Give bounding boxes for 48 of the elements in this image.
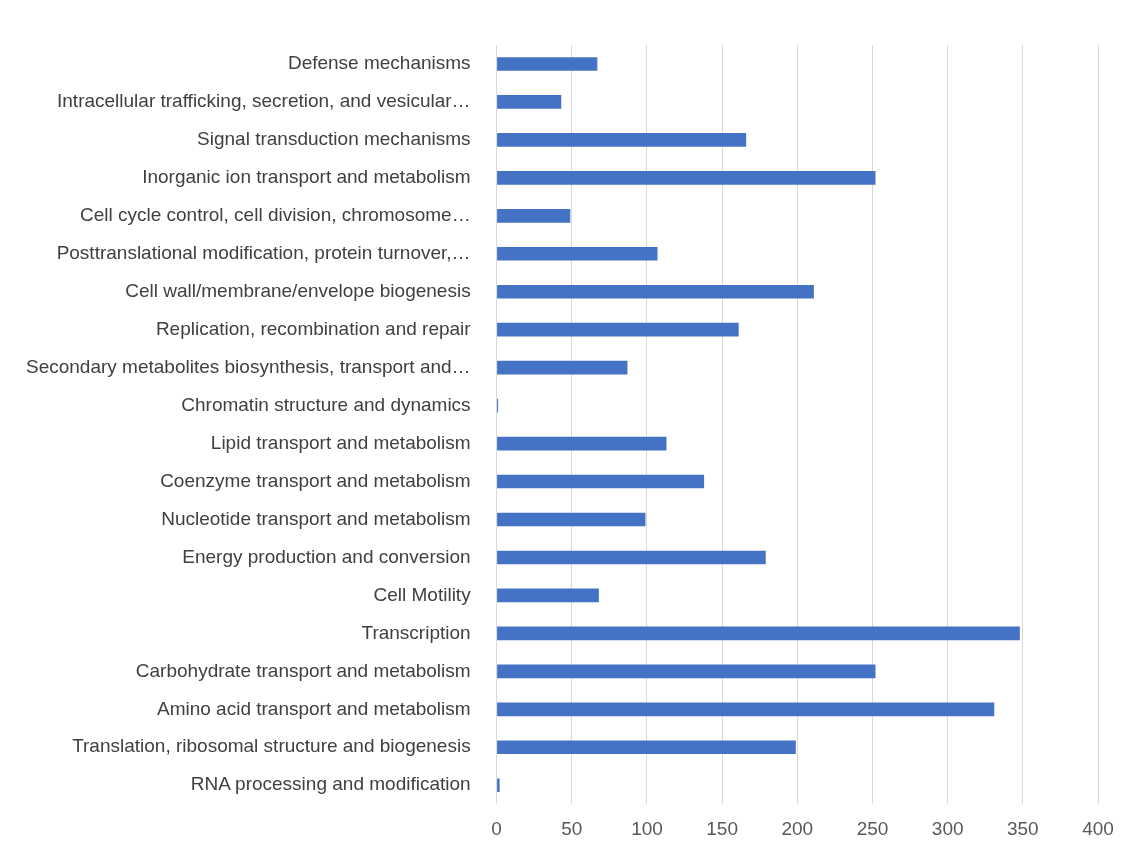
bar: [497, 171, 876, 185]
y-tick-label: Energy production and conversion: [182, 545, 471, 567]
y-tick-label: Replication, recombination and repair: [155, 317, 472, 339]
y-tick-label: Transcription: [361, 621, 471, 643]
y-tick-label: Cell Motility: [373, 583, 472, 605]
x-tick-label: 350: [1006, 817, 1039, 839]
y-tick-label: Intracellular trafficking, secretion, and vesicular…: [57, 90, 471, 112]
x-tick-label: 100: [631, 817, 663, 839]
bar: [497, 626, 1020, 641]
y-tick-label: Defense mechanisms: [287, 52, 471, 74]
x-tick-label: 300: [931, 817, 964, 839]
bar: [497, 133, 747, 147]
y-tick-label: Amino acid transport and metabolism: [156, 697, 471, 719]
x-tick-label: 150: [706, 817, 738, 839]
bar: [497, 512, 646, 527]
bar: [497, 740, 796, 755]
bar: [497, 322, 739, 337]
bar: [497, 778, 500, 793]
x-tick-label: 250: [856, 817, 889, 839]
bar: [497, 360, 628, 375]
bar: [497, 474, 705, 489]
bar: [497, 57, 598, 71]
bar: [497, 95, 562, 109]
y-tick-label: Inorganic ion transport and metabolism: [142, 166, 471, 188]
x-tick-label: 0: [491, 817, 502, 839]
y-tick-label: Signal transduction mechanisms: [197, 128, 471, 150]
bar: [497, 208, 571, 223]
y-tick-label: Cell cycle control, cell division, chromosome…: [79, 204, 471, 226]
bar: [497, 284, 814, 299]
x-tick-label: 200: [781, 817, 814, 839]
y-tick-label: Chromatin structure and dynamics: [181, 393, 471, 415]
x-tick-label: 400: [1082, 817, 1114, 839]
bar: [497, 702, 995, 717]
y-tick-label: RNA processing and modification: [190, 773, 471, 795]
y-tick-label: Coenzyme transport and metabolism: [160, 469, 471, 491]
y-tick-label: Posttranslational modification, protein turnover,…: [56, 242, 471, 264]
bar: [497, 246, 658, 261]
y-tick-label: Carbohydrate transport and metabolism: [135, 659, 471, 681]
bar: [497, 588, 599, 603]
bar: [497, 550, 766, 565]
y-tick-label: Translation, ribosomal structure and biogenesis: [72, 735, 471, 757]
y-tick-label: Nucleotide transport and metabolism: [161, 507, 471, 529]
x-tick-label: 50: [561, 817, 583, 839]
y-tick-label: Secondary metabolites biosynthesis, transport and…: [25, 355, 471, 377]
bar: [497, 664, 876, 679]
bar: [497, 436, 667, 451]
y-tick-label: Cell wall/membrane/envelope biogenesis: [125, 279, 471, 301]
y-tick-label: Lipid transport and metabolism: [210, 431, 471, 453]
